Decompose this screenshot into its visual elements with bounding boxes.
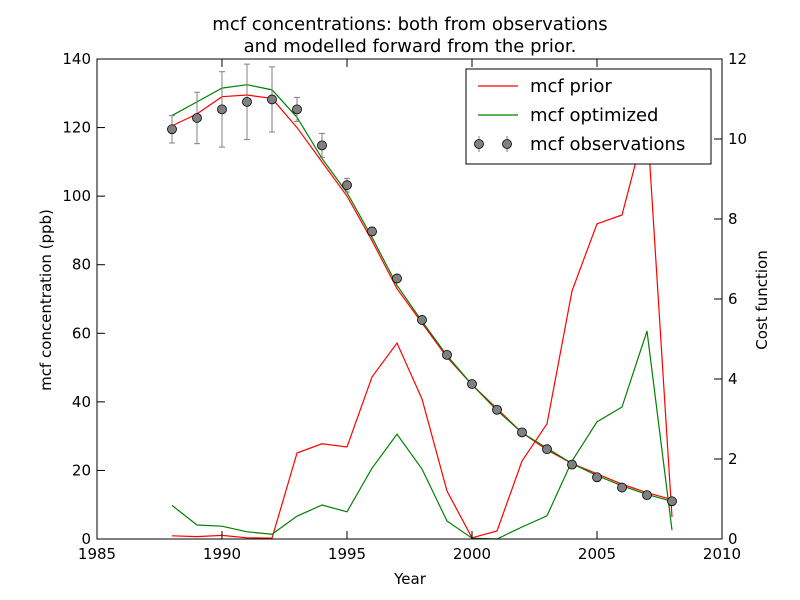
obs-point	[167, 124, 177, 135]
obs-point	[667, 496, 677, 507]
y-tick-label-right: 6	[728, 290, 738, 308]
obs-point	[267, 94, 277, 105]
chart-title-line-1: mcf concentrations: both from observatio…	[212, 14, 607, 35]
y-tick-label-right: 10	[728, 130, 747, 148]
y-tick-label-left: 0	[81, 530, 91, 548]
y-axis-label-right: Cost function	[753, 250, 771, 349]
y-tick-label-left: 80	[72, 256, 91, 274]
obs-point	[467, 379, 477, 389]
obs-point	[217, 104, 227, 115]
obs-point	[642, 490, 652, 501]
obs-point	[617, 482, 627, 493]
y-tick-label-right: 4	[728, 370, 738, 388]
legend-obs-label: mcf observations	[530, 134, 685, 155]
x-tick-label: 1985	[78, 545, 116, 563]
obs-point	[442, 349, 452, 360]
y-tick-label-left: 20	[72, 461, 91, 479]
legend-optimized-label: mcf optimized	[530, 105, 658, 126]
x-axis-label: Year	[393, 570, 427, 588]
y-tick-label-right: 12	[728, 50, 747, 68]
y-axis-label-left: mcf concentration (ppb)	[37, 209, 55, 391]
y-tick-label-left: 100	[62, 187, 91, 205]
x-tick-label: 2005	[578, 545, 616, 563]
obs-point	[417, 315, 427, 325]
obs-point	[342, 180, 352, 191]
series-line-opt_cost	[171, 330, 673, 540]
obs-point	[492, 404, 502, 415]
obs-point	[542, 444, 552, 455]
obs-point	[317, 140, 327, 151]
obs-point	[292, 104, 302, 115]
legend: mcf prior mcf optimized mcf observations	[465, 68, 712, 165]
series-line-prior_cost	[171, 118, 673, 539]
obs-point	[592, 472, 602, 483]
obs-point	[192, 113, 202, 123]
y-tick-label-right: 2	[728, 450, 738, 468]
obs-point	[367, 226, 377, 237]
legend-prior-label: mcf prior	[530, 76, 612, 97]
legend-obs-marker-1	[474, 139, 484, 149]
y-tick-label-right: 8	[728, 210, 738, 228]
plot-area: 1985 1990 1995 2000 2005 20100204060801001201…	[62, 50, 747, 563]
legend-obs-marker-2	[502, 139, 512, 149]
obs-point	[242, 96, 252, 107]
y-tick-label-left: 60	[72, 324, 91, 342]
obs-point	[567, 459, 577, 470]
y-tick-label-left: 40	[72, 393, 91, 411]
x-tick-label: 1990	[203, 545, 241, 563]
x-tick-label: 2000	[453, 545, 491, 563]
obs-point	[392, 273, 402, 284]
y-tick-label-left: 120	[62, 119, 91, 137]
obs-point	[517, 427, 527, 438]
y-tick-label-right: 0	[728, 530, 738, 548]
chart-title-line-2: and modelled forward from the prior.	[244, 36, 577, 57]
x-tick-label: 2010	[703, 545, 741, 563]
y-tick-label-left: 140	[62, 50, 91, 68]
x-tick-label: 1995	[328, 545, 366, 563]
